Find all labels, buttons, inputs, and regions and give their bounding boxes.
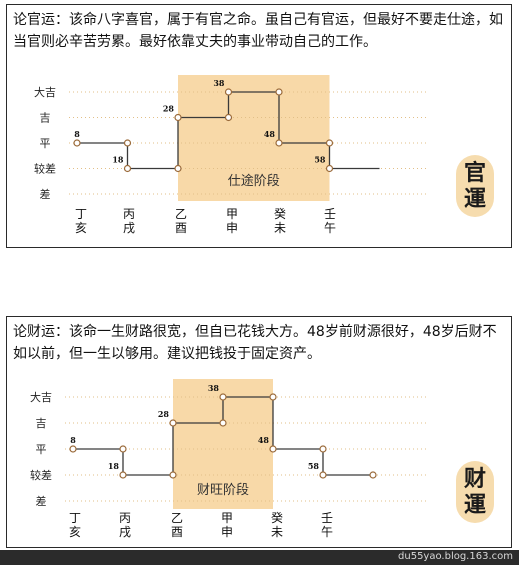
- data-label-age: 18: [112, 155, 124, 165]
- data-label-age: 28: [163, 104, 175, 114]
- data-marker: [123, 139, 132, 147]
- y-level-label: 吉: [36, 417, 47, 430]
- data-label-age: 18: [108, 461, 120, 471]
- x-category-branch: 午: [321, 525, 333, 539]
- career-fortune-panel: 论官运：该命八字喜官，属于有官之命。虽自己有官运，但最好不要走仕途，如当官则必辛…: [6, 4, 512, 248]
- x-category-branch: 申: [226, 221, 238, 235]
- x-category-stem: 丙: [123, 207, 135, 221]
- data-label-age: 48: [264, 129, 276, 139]
- data-marker: [325, 139, 334, 147]
- x-category-stem: 丙: [119, 511, 131, 525]
- x-category-branch: 戌: [119, 525, 131, 539]
- x-category-branch: 戌: [123, 221, 135, 235]
- y-level-label: 大吉: [34, 85, 56, 99]
- data-marker: [369, 471, 377, 479]
- data-marker: [224, 88, 233, 96]
- y-level-label: 较差: [30, 468, 52, 482]
- x-category-stem: 壬: [324, 207, 336, 221]
- y-level-label: 差: [36, 494, 47, 508]
- x-category-branch: 酉: [175, 221, 187, 235]
- x-category-branch: 未: [271, 525, 283, 539]
- data-label-age: 38: [208, 383, 220, 393]
- x-category-branch: 未: [274, 221, 286, 235]
- data-marker: [123, 164, 132, 173]
- fortune-step-line: [77, 91, 380, 170]
- y-level-label: 大吉: [30, 390, 52, 404]
- y-level-label: 较差: [34, 162, 56, 176]
- data-marker: [275, 139, 283, 147]
- data-label-age: 8: [74, 129, 80, 139]
- x-category-branch: 亥: [69, 525, 81, 539]
- wealth-seal-char-1: 财: [463, 466, 486, 492]
- wealth-fortune-panel: 论财运：该命一生财路很宽，但自已花钱大方。48岁前财源很好，48岁后财不如以前，…: [6, 316, 512, 548]
- career-seal-char-1: 官: [463, 160, 486, 186]
- x-category-stem: 癸: [274, 207, 286, 221]
- highlight-band: [178, 75, 330, 201]
- data-marker: [119, 471, 127, 479]
- footer-site-text[interactable]: du55yao.blog.163.com: [398, 551, 513, 562]
- x-category-stem: 癸: [271, 511, 283, 525]
- data-label-age: 38: [213, 78, 225, 88]
- data-marker: [174, 164, 182, 173]
- data-marker: [275, 88, 283, 96]
- data-label-age: 48: [258, 435, 270, 445]
- data-marker: [224, 113, 233, 122]
- x-category-stem: 丁: [69, 511, 81, 525]
- y-level-label: 平: [36, 443, 47, 456]
- fortune-step-line: [73, 396, 373, 476]
- wealth-seal-char-2: 運: [463, 492, 486, 518]
- x-category-stem: 壬: [321, 511, 333, 525]
- x-category-branch: 亥: [75, 221, 87, 235]
- x-category-branch: 午: [324, 221, 336, 235]
- data-label-age: 8: [70, 435, 76, 445]
- footer-bar: du55yao.blog.163.com: [0, 550, 519, 565]
- x-category-stem: 丁: [75, 207, 87, 221]
- data-marker: [169, 419, 177, 427]
- wealth-fortune-text: 论财运：该命一生财路很宽，但自已花钱大方。48岁前财源很好，48岁后财不如以前，…: [13, 324, 497, 362]
- data-marker: [219, 393, 227, 401]
- career-fortune-text: 论官运：该命八字喜官，属于有官之命。虽自己有官运，但最好不要走仕途，如当官则必辛…: [13, 12, 503, 50]
- data-marker: [269, 445, 277, 453]
- x-category-branch: 申: [221, 525, 233, 539]
- data-marker: [69, 445, 77, 453]
- x-category-branch: 酉: [171, 525, 183, 539]
- y-level-label: 差: [40, 187, 51, 201]
- x-category-stem: 甲: [221, 511, 233, 525]
- x-category-stem: 甲: [226, 207, 238, 221]
- data-marker: [325, 164, 334, 173]
- data-marker: [219, 419, 227, 427]
- data-label-age: 58: [308, 461, 320, 471]
- data-label-age: 58: [314, 155, 326, 165]
- data-marker: [174, 113, 182, 122]
- career-seal: 官 運: [456, 155, 494, 217]
- highlight-band-label: 财旺阶段: [197, 483, 249, 498]
- y-level-label: 平: [40, 137, 51, 150]
- data-marker: [269, 393, 277, 401]
- x-category-stem: 乙: [171, 511, 183, 525]
- data-marker: [73, 139, 81, 147]
- highlight-band-label: 仕途阶段: [228, 173, 280, 189]
- data-marker: [319, 471, 327, 479]
- career-seal-char-2: 運: [463, 186, 486, 212]
- wealth-seal: 财 運: [456, 461, 494, 523]
- data-label-age: 28: [158, 409, 170, 419]
- data-marker: [119, 445, 127, 453]
- data-marker: [319, 445, 327, 453]
- x-category-stem: 乙: [175, 207, 187, 221]
- data-marker: [169, 471, 177, 479]
- y-level-label: 吉: [40, 112, 51, 125]
